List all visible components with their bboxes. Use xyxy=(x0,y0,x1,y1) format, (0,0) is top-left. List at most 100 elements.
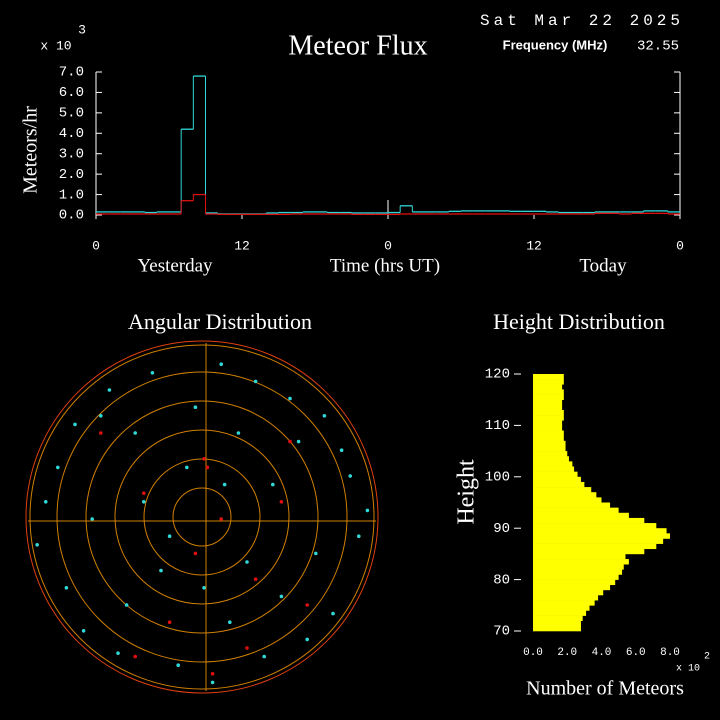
bar xyxy=(533,487,592,493)
x-tick-label: 0 xyxy=(92,238,100,253)
meteor-point xyxy=(185,465,189,470)
bar xyxy=(533,440,566,447)
bar xyxy=(533,389,564,395)
meteor-point xyxy=(245,560,249,564)
meteor-point xyxy=(167,620,172,624)
ring xyxy=(56,371,348,663)
meteor-point xyxy=(142,500,146,504)
bar xyxy=(533,451,568,457)
meteor-point xyxy=(279,500,284,504)
bar xyxy=(533,481,585,488)
frequency: 32.55 xyxy=(637,39,679,55)
meteor-point xyxy=(116,651,120,655)
x-tick-label: 6.0 xyxy=(626,647,646,659)
bar xyxy=(533,595,599,601)
bar xyxy=(533,492,597,498)
bar xyxy=(533,600,595,606)
meteor-point xyxy=(210,672,215,676)
meteor-point xyxy=(339,448,344,453)
polar-points xyxy=(35,362,370,685)
bar xyxy=(533,523,657,529)
meteor-point xyxy=(90,517,94,521)
meteor-point xyxy=(222,482,227,487)
meteor-point xyxy=(150,371,155,375)
meteor-point xyxy=(253,577,258,581)
meteor-point xyxy=(193,551,198,556)
bar xyxy=(533,374,564,380)
ring xyxy=(172,487,232,547)
meteor-point xyxy=(314,551,318,556)
meteor-point xyxy=(236,431,241,435)
bar xyxy=(533,584,611,591)
meteor-point xyxy=(124,603,129,607)
bar xyxy=(533,445,566,452)
meteor-point xyxy=(365,508,370,513)
meteor-point xyxy=(107,388,112,392)
bar xyxy=(533,559,629,565)
bar xyxy=(533,502,611,508)
x-tick-label: 0 xyxy=(676,238,684,253)
x-axis-label: Number of Meteors xyxy=(526,678,684,700)
bar xyxy=(533,620,581,627)
y-tick-label: 120 xyxy=(485,367,510,383)
meteor-point xyxy=(35,543,39,547)
x-axis-label: Time (hrs UT) xyxy=(330,255,440,276)
bar xyxy=(533,435,564,442)
y-tick-label: 80 xyxy=(493,572,510,588)
bar xyxy=(533,517,645,524)
bar xyxy=(533,538,664,544)
day-label: Today xyxy=(579,255,627,276)
x-tick-label: 12 xyxy=(526,238,542,253)
bar xyxy=(533,430,564,436)
meteor-point xyxy=(262,654,267,659)
bar xyxy=(533,461,573,467)
bar xyxy=(533,564,624,570)
bar xyxy=(533,533,670,539)
y-tick-label: 7.0 xyxy=(59,65,84,81)
ring xyxy=(85,400,319,634)
meteor-point xyxy=(305,603,310,607)
frequency-label: Frequency (MHz) xyxy=(503,37,608,52)
y-tick-label: 90 xyxy=(493,521,510,537)
bar xyxy=(533,512,629,519)
meteor-point xyxy=(202,457,206,461)
bar xyxy=(533,399,563,406)
bar xyxy=(533,589,604,596)
multiplier: x 10 xyxy=(40,38,71,53)
meteor-point xyxy=(176,663,180,667)
bar xyxy=(533,497,602,503)
date: Sat Mar 22 2025 xyxy=(480,12,684,30)
bar xyxy=(533,528,667,534)
x-tick-label: 4.0 xyxy=(592,647,612,659)
x-tick-label: 0 xyxy=(384,238,392,253)
meteor-point xyxy=(219,362,223,367)
y-tick-label: 1.0 xyxy=(59,187,84,203)
meteor-point xyxy=(133,654,137,659)
x-tick-label: 2.0 xyxy=(557,647,577,659)
ring xyxy=(114,429,290,605)
meteor-point xyxy=(288,396,292,401)
meteor-point xyxy=(305,637,310,642)
bar xyxy=(533,425,563,431)
meteor-point xyxy=(159,568,163,573)
bar xyxy=(533,507,619,514)
ring xyxy=(143,458,261,576)
bar xyxy=(533,415,564,421)
bar xyxy=(533,605,590,611)
meteor-point xyxy=(288,439,292,444)
meteor-point xyxy=(357,534,361,538)
ring xyxy=(29,344,375,690)
meteor-point xyxy=(99,431,103,435)
meteor-point xyxy=(228,620,232,624)
bar xyxy=(533,404,563,411)
y-axis-label: Height xyxy=(454,459,480,525)
x-tick-label: 12 xyxy=(234,238,250,253)
meteor-point xyxy=(133,431,137,435)
multiplier: x 10 xyxy=(676,664,700,675)
y-tick-label: 6.0 xyxy=(59,85,84,101)
y-axis-label: Meteors/hr xyxy=(20,106,42,194)
bar xyxy=(533,409,564,416)
exponent: 2 xyxy=(704,652,710,663)
meteor-point xyxy=(348,474,353,478)
